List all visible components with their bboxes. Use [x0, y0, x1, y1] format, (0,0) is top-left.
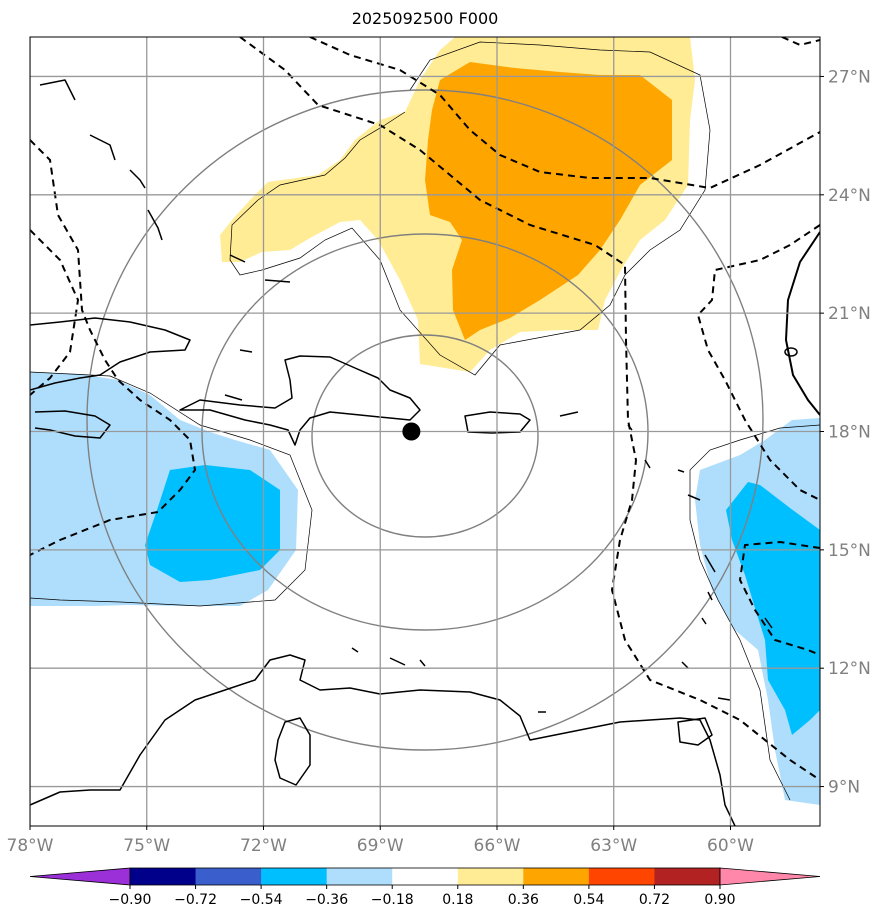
x-tick-label: 69°W: [357, 836, 404, 856]
x-tick-label: 60°W: [707, 836, 754, 856]
colorbar-extend-min: [29, 867, 131, 886]
x-tick-label: 75°W: [123, 836, 170, 856]
y-tick-labels: 27°N 24°N 21°N 18°N 15°N 12°N 9°N: [820, 67, 871, 798]
lake-maracaibo: [274, 717, 311, 786]
colorbar-extend-max: [719, 867, 821, 886]
colorbar-segment: [195, 868, 262, 885]
colorbar-label: −0.36: [305, 892, 348, 908]
colorbar-segment: [326, 868, 393, 885]
negative-anomaly-shading: [30, 372, 820, 805]
y-tick-label: 12°N: [828, 659, 871, 679]
blue-region-east: [726, 482, 820, 735]
solid-contour-small: [784, 347, 798, 357]
thin-contour-lines: [30, 41, 820, 801]
x-tick-label: 78°W: [7, 836, 54, 856]
colorbar-label: 0.72: [639, 892, 670, 908]
y-tick-label: 15°N: [828, 541, 871, 561]
colorbar-label: −0.18: [371, 892, 414, 908]
puerto-rico-coastline: [464, 411, 531, 434]
colorbar-segment: [261, 868, 328, 885]
colorbar-outline: [129, 867, 721, 886]
x-tick-label: 72°W: [240, 836, 287, 856]
storm-center-marker: [402, 422, 421, 441]
orange-region-north: [425, 62, 672, 340]
trinidad-coastline: [677, 717, 713, 746]
solid-contour-east: [784, 231, 820, 416]
coastlines: [30, 79, 773, 826]
dashed-contours: [30, 37, 820, 781]
y-tick-label: 18°N: [828, 423, 871, 443]
colorbar-label: 0.18: [442, 892, 473, 908]
gridlines: [30, 37, 820, 826]
blue-region-west: [145, 465, 280, 582]
x-tick-label: 63°W: [590, 836, 637, 856]
colorbar-label: −0.54: [240, 892, 283, 908]
colorbar-label: 0.90: [704, 892, 735, 908]
colorbar: −0.90 −0.72 −0.54 −0.36 −0.18 0.18 0.36 0.54 0.7…: [29, 867, 821, 908]
south-america-coastline: [30, 654, 736, 826]
colorbar-label: −0.90: [109, 892, 152, 908]
colorbar-label: −0.72: [174, 892, 217, 908]
cuba-coastline: [30, 317, 191, 391]
range-ring-inner: [311, 334, 539, 538]
map-title: 2025092500 F000: [351, 9, 499, 28]
positive-anomaly-shading: [220, 37, 695, 372]
colorbar-segment: [654, 868, 721, 885]
colorbar-label: 0.54: [573, 892, 604, 908]
y-tick-label: 27°N: [828, 67, 871, 87]
x-tick-label: 66°W: [474, 836, 521, 856]
colorbar-segment: [130, 868, 197, 885]
colorbar-label: 0.36: [508, 892, 539, 908]
colorbar-segment: [588, 868, 655, 885]
y-tick-label: 21°N: [828, 304, 871, 324]
y-tick-label: 24°N: [828, 186, 871, 206]
colorbar-segment: [392, 868, 459, 885]
marker-layer: [402, 422, 421, 441]
range-ring-outer: [86, 89, 764, 751]
x-tick-labels: 78°W 75°W 72°W 69°W 66°W 63°W 60°W: [7, 826, 754, 856]
y-tick-label: 9°N: [828, 778, 860, 798]
colorbar-segment: [457, 868, 524, 885]
colorbar-segment: [523, 868, 590, 885]
